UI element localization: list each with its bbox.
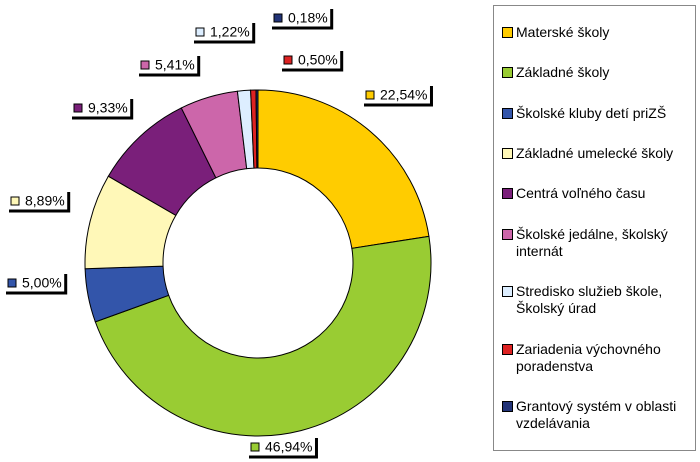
donut-slice <box>257 89 430 249</box>
chart: 22,54% 46,94% 5,00% 8,89% 9,33% 5,41% 1,22% 0,5… <box>6 9 433 459</box>
legend-item: Stredisko služieb škole, Školský úrad <box>502 283 691 317</box>
label-bracket <box>272 9 334 30</box>
data-label: 5,00% <box>22 275 62 291</box>
label-swatch <box>7 278 17 288</box>
legend-swatch <box>502 107 513 119</box>
legend: Materské školy Základné školy Školské klub… <box>493 5 696 451</box>
label-bracket <box>364 86 433 107</box>
label-swatch <box>273 13 283 23</box>
legend-label: Zariadenia výchovného poradenstva <box>516 340 661 374</box>
legend-label: Školské kluby detí priZŠ <box>516 104 667 121</box>
legend-item: Základné školy <box>502 64 691 81</box>
legend-label: Základné školy <box>516 64 610 81</box>
data-label: 46,94% <box>265 439 312 455</box>
label-swatch <box>195 27 205 37</box>
legend-item: Základné umelecké školy <box>502 145 691 162</box>
label-swatch <box>365 90 375 100</box>
legend-label: Stredisko služieb škole, Školský úrad <box>516 283 663 317</box>
legend-swatch <box>502 228 513 240</box>
legend-label: Školské jedálne, školský internát <box>516 225 668 259</box>
legend-item: Centrá voľného času <box>502 185 691 202</box>
legend-label: Základné umelecké školy <box>516 145 674 162</box>
data-label: 8,89% <box>25 193 65 209</box>
data-label: 9,33% <box>88 100 128 116</box>
data-label: 22,54% <box>380 87 427 103</box>
label-swatch <box>250 442 260 452</box>
legend-swatch <box>502 401 513 413</box>
label-swatch <box>283 55 293 65</box>
label-bracket <box>249 438 318 459</box>
legend-item: Grantový systém v oblasti vzdelávania <box>502 398 691 432</box>
data-label: 0,18% <box>288 10 328 26</box>
legend-swatch <box>502 188 513 200</box>
data-label: 5,41% <box>155 57 195 73</box>
label-swatch <box>10 196 20 206</box>
legend-label: Grantový systém v oblasti vzdelávania <box>516 398 677 432</box>
legend-swatch <box>502 26 513 38</box>
label-bracket <box>194 23 256 44</box>
donut-slice <box>94 235 432 437</box>
donut-slice <box>255 89 259 169</box>
data-label: 1,22% <box>210 24 250 40</box>
legend-item: Materské školy <box>502 24 691 41</box>
legend-swatch <box>502 67 513 79</box>
legend-item: Zariadenia výchovného poradenstva <box>502 341 691 375</box>
data-label: 0,50% <box>298 52 338 68</box>
legend-label: Centrá voľného času <box>516 185 646 202</box>
label-bracket <box>139 56 201 77</box>
label-swatch <box>140 60 150 70</box>
legend-label: Materské školy <box>516 23 610 40</box>
label-bracket <box>282 51 344 72</box>
label-bracket <box>6 274 68 295</box>
label-bracket <box>72 99 134 120</box>
label-bracket <box>9 192 71 213</box>
legend-item: Školské kluby detí priZŠ <box>502 105 691 122</box>
legend-swatch <box>502 286 513 298</box>
legend-item: Školské jedálne, školský internát <box>502 226 691 260</box>
legend-swatch <box>502 148 513 160</box>
legend-swatch <box>502 343 513 355</box>
label-swatch <box>73 103 83 113</box>
